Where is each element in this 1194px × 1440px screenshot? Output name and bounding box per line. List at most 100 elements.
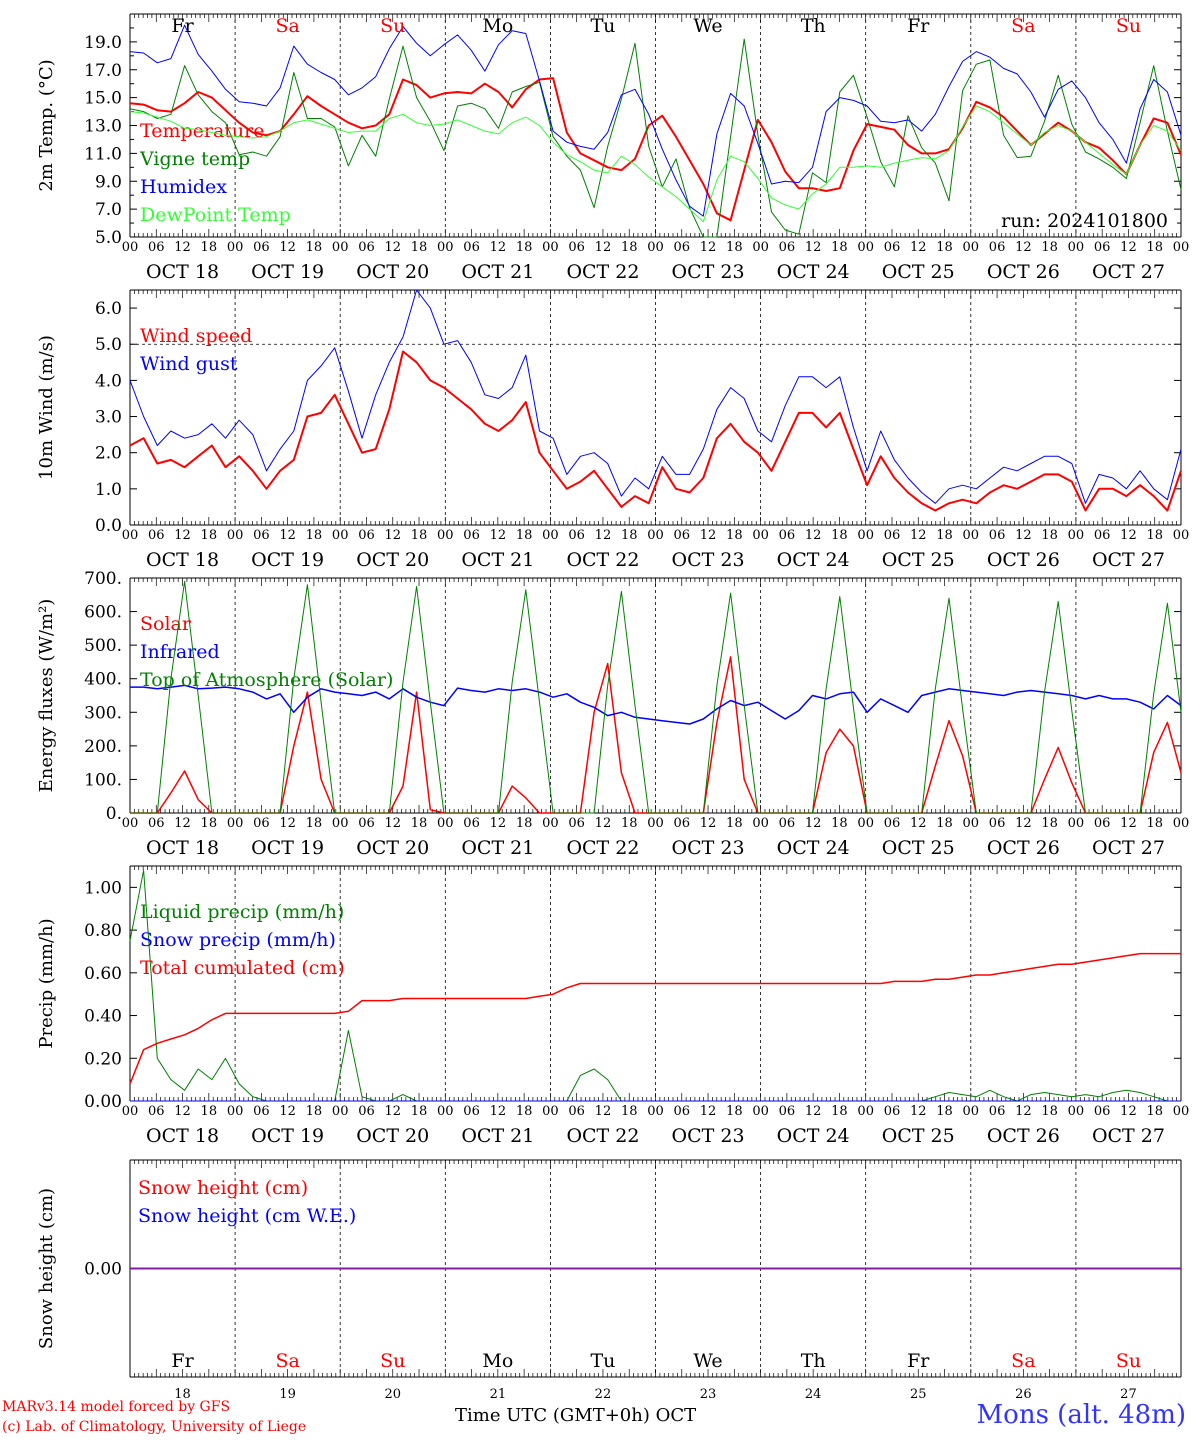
x-hour-label: 00: [857, 240, 874, 255]
x-date-label: OCT 23: [672, 837, 745, 859]
x-hour-label: 06: [674, 528, 691, 543]
y-tick-label: 1.00: [84, 878, 122, 898]
x-hour-label: 18: [201, 240, 218, 255]
weekday-label: Sa: [1011, 15, 1035, 37]
x-hour-label: 18: [831, 240, 848, 255]
x-hour-label: 00: [227, 816, 244, 831]
legend-entry: Top of Atmosphere (Solar): [140, 669, 393, 691]
x-hour-label: 18: [201, 816, 218, 831]
y-tick-label: 100.: [84, 770, 122, 790]
x-hour-label: 18: [726, 1104, 743, 1119]
time-axis-label: Time UTC (GMT+0h): [455, 1405, 650, 1426]
x-hour-label: 06: [1094, 816, 1111, 831]
x-hour-label: 06: [1094, 528, 1111, 543]
weekday-label: Th: [801, 1350, 826, 1372]
x-hour-label: 18: [936, 1104, 953, 1119]
x-hour-label: 18: [411, 1104, 428, 1119]
legend-entry: Humidex: [140, 176, 227, 198]
x-hour-label: 18: [831, 816, 848, 831]
x-hour-label: 06: [463, 528, 480, 543]
weekday-label: Sa: [1011, 1350, 1035, 1372]
y-tick-label: 5.0: [95, 228, 122, 248]
x-hour-label: 00: [332, 1104, 349, 1119]
y-tick-label: 300.: [84, 703, 122, 723]
x-hour-label: 12: [700, 1104, 717, 1119]
x-hour-label: 18: [1146, 528, 1163, 543]
x-hour-label: 12: [910, 240, 927, 255]
x-hour-label: 00: [542, 816, 559, 831]
x-hour-label: 12: [384, 816, 401, 831]
x-hour-label: 12: [1120, 240, 1137, 255]
x-hour-label: 18: [726, 816, 743, 831]
x-hour-label: 00: [1068, 816, 1085, 831]
x-hour-label: 00: [752, 240, 769, 255]
x-hour-label: 18: [621, 816, 638, 831]
run-annotation: run: 2024101800: [1001, 210, 1168, 232]
x-hour-label: 18: [516, 816, 533, 831]
x-hour-label: 00: [1068, 528, 1085, 543]
x-hour-label: 18: [1146, 240, 1163, 255]
weekday-label: Fr: [171, 1350, 194, 1372]
x-date-label: OCT 19: [251, 549, 324, 571]
x-hour-label: 06: [779, 1104, 796, 1119]
x-hour-label: 00: [227, 1104, 244, 1119]
x-hour-label: 18: [411, 528, 428, 543]
weekday-label: Tu: [590, 1350, 615, 1372]
x-hour-label: 12: [490, 1104, 507, 1119]
series-line-top-of-atmosphere-solar: [130, 580, 1182, 814]
y-tick-label: 1.0: [95, 480, 122, 500]
x-hour-label: 06: [463, 1104, 480, 1119]
x-hour-label: 12: [279, 816, 296, 831]
x-date-label: OCT 18: [146, 1125, 219, 1147]
x-date-label: OCT 26: [987, 837, 1060, 859]
x-hour-label: 00: [1173, 528, 1190, 543]
y-tick-label: 500.: [84, 636, 122, 656]
y-axis-title: 2m Temp. (°C): [36, 59, 57, 191]
x-date-label: OCT 21: [461, 549, 534, 571]
x-hour-label: 00: [332, 240, 349, 255]
x-hour-label: 18: [306, 1104, 323, 1119]
x-hour-label: 18: [621, 528, 638, 543]
weekday-label: Su: [1116, 15, 1141, 37]
x-hour-label: 12: [279, 528, 296, 543]
x-hour-label: 06: [884, 240, 901, 255]
y-tick-label: 0.00: [84, 1260, 122, 1280]
x-hour-label: 18: [1041, 240, 1058, 255]
series-line-temperature: [129, 77, 1182, 222]
x-hour-label: 06: [358, 1104, 375, 1119]
y-tick-label: 6.0: [95, 299, 122, 319]
y-axis-title: Energy fluxes (W/m²): [36, 599, 57, 793]
x-hour-label: 12: [805, 240, 822, 255]
weekday-label: Mo: [482, 1350, 513, 1372]
x-hour-label: 00: [752, 816, 769, 831]
x-hour-label: 12: [174, 528, 191, 543]
x-hour-label: 12: [805, 816, 822, 831]
x-date-label: OCT 22: [566, 837, 639, 859]
x-date-label: OCT 21: [461, 261, 534, 283]
x-hour-label: 18: [831, 1104, 848, 1119]
weekday-label: Th: [801, 15, 826, 37]
x-date-label: OCT 27: [1092, 1125, 1165, 1147]
x-hour-label: 06: [358, 816, 375, 831]
x-hour-label: 00: [542, 528, 559, 543]
weekday-label: Fr: [907, 15, 930, 37]
x-hour-label: 00: [963, 240, 980, 255]
y-tick-label: 0.40: [84, 1007, 122, 1027]
x-date-label: OCT 22: [566, 261, 639, 283]
x-hour-label: 00: [437, 240, 454, 255]
x-hour-label: 12: [279, 240, 296, 255]
x-date-label: OCT 26: [987, 1125, 1060, 1147]
x-hour-label: 00: [857, 528, 874, 543]
x-date-label: OCT 23: [672, 549, 745, 571]
x-hour-label: 12: [805, 528, 822, 543]
x-hour-label: 00: [1173, 1104, 1190, 1119]
x-hour-label: 06: [989, 528, 1006, 543]
day-number-label: 26: [1015, 1387, 1032, 1402]
x-hour-label: 12: [700, 240, 717, 255]
legend-entry: Wind gust: [140, 353, 238, 375]
y-tick-label: 0.0: [95, 516, 122, 536]
day-number-label: 24: [805, 1387, 822, 1402]
x-hour-label: 06: [148, 240, 165, 255]
x-date-label: OCT 22: [566, 1125, 639, 1147]
x-hour-label: 00: [122, 816, 139, 831]
